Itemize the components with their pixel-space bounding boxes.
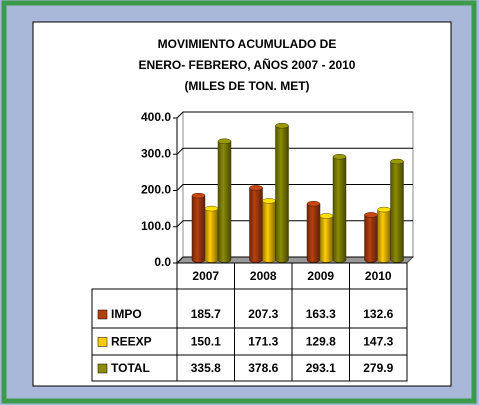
bar-top <box>319 213 334 219</box>
legend-swatch <box>97 309 108 320</box>
bar <box>262 200 276 263</box>
grid-line <box>176 111 413 119</box>
bar <box>319 215 334 263</box>
bar-top <box>249 185 263 191</box>
bar <box>306 203 321 263</box>
bar <box>249 187 263 263</box>
data-table-value: 207.3 <box>248 307 278 321</box>
data-table-value: 378.6 <box>248 361 278 375</box>
bar-top <box>262 198 276 204</box>
bar-top <box>390 158 404 165</box>
data-table-value: 185.7 <box>191 307 221 321</box>
legend-swatch <box>97 363 108 374</box>
y-tick-label: 200.0 <box>141 183 171 197</box>
y-tick-label: 300.0 <box>141 146 171 160</box>
x-tick-label: 2007 <box>192 269 219 283</box>
legend-label: TOTAL <box>111 361 150 375</box>
bar-top <box>377 206 391 213</box>
data-table-value: 279.9 <box>363 361 393 375</box>
grid-line <box>176 147 413 155</box>
x-tick-label: 2010 <box>365 269 392 283</box>
data-table-value: 171.3 <box>248 335 278 349</box>
bar <box>204 208 219 263</box>
legend-label: REEXP <box>111 335 152 349</box>
y-tick-label: 400.0 <box>141 110 171 124</box>
bar-top <box>306 201 321 207</box>
chart-title: (MILES DE TON. MET) <box>184 79 309 93</box>
x-tick-label: 2009 <box>307 269 334 283</box>
bar <box>377 209 391 263</box>
legend-label: IMPO <box>111 307 142 321</box>
data-table-value: 293.1 <box>306 361 336 375</box>
bar <box>390 161 404 263</box>
bar-top <box>191 192 206 199</box>
data-table-value: 132.6 <box>363 307 393 321</box>
legend-swatch <box>97 337 108 347</box>
bar <box>217 141 232 263</box>
chart-title: ENERO- FEBRERO, AÑOS 2007 - 2010 <box>139 57 356 72</box>
bar-top <box>217 138 232 145</box>
x-tick-label: 2008 <box>250 269 277 283</box>
bar <box>332 156 347 263</box>
y-tick-label: 0.0 <box>154 255 171 269</box>
data-table-value: 147.3 <box>363 335 393 349</box>
bar-top <box>364 212 378 218</box>
data-table-value: 129.8 <box>306 335 336 349</box>
chart-title: MOVIMIENTO ACUMULADO DE <box>158 37 337 51</box>
bar-top <box>275 123 289 129</box>
bar <box>191 195 206 263</box>
bar <box>275 125 289 263</box>
bar-top <box>204 205 219 212</box>
data-table-value: 163.3 <box>306 307 336 321</box>
y-tick-label: 100.0 <box>141 219 171 233</box>
data-table-value: 150.1 <box>191 335 221 349</box>
data-table-value: 335.8 <box>191 361 221 375</box>
bar-top <box>332 154 347 160</box>
bar <box>364 214 378 263</box>
